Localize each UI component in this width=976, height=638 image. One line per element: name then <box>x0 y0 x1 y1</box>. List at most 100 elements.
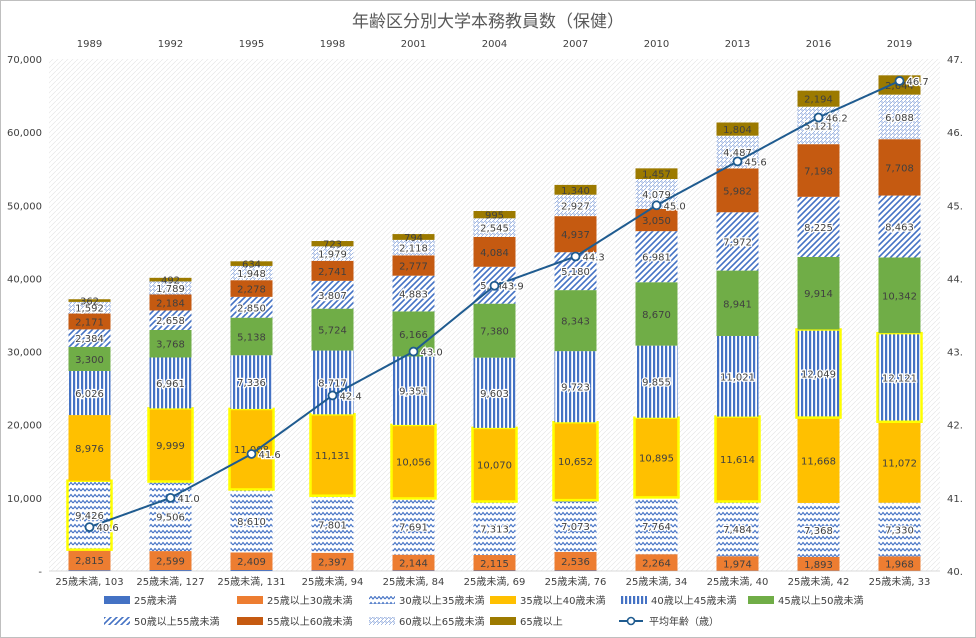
y-right-tick-label: 44. <box>947 274 963 285</box>
bar-segment <box>230 552 273 571</box>
segment-data-label: 7,691 <box>399 523 428 534</box>
bar-segment <box>878 421 921 503</box>
bar-segment <box>311 246 354 261</box>
bar-segment <box>797 556 840 571</box>
bar-segment <box>149 570 192 571</box>
bar-segment <box>68 480 111 550</box>
legend-label: 55歳以上60歳未満 <box>267 616 352 628</box>
segment-data-label: 634 <box>242 260 261 271</box>
average-age-label: 41.6 <box>259 450 281 461</box>
bar-segment <box>473 570 516 571</box>
segment-data-label: 9,426 <box>75 511 104 522</box>
bar-segment <box>473 236 516 267</box>
bar-segment <box>878 333 921 422</box>
y-left-tick-label: 40,000 <box>7 274 42 285</box>
segment-data-label: 11,131 <box>315 451 350 462</box>
bar-segment <box>554 500 597 552</box>
bar-segment <box>473 501 516 556</box>
segment-data-label: 3,300 <box>75 355 104 366</box>
y-left-tick-label: 50,000 <box>7 201 42 212</box>
x-top-tick-label: 1998 <box>320 39 345 50</box>
segment-data-label: 8,976 <box>75 444 104 455</box>
legend-swatch <box>237 596 263 604</box>
bar-segment <box>797 417 840 503</box>
segment-data-label: 362 <box>80 297 99 308</box>
average-age-label: 45.0 <box>664 201 686 212</box>
segment-data-label: 2,397 <box>318 558 347 569</box>
segment-data-label: 2,184 <box>156 298 185 309</box>
segment-data-label: 8,225 <box>804 223 833 234</box>
segment-data-label: 2,545 <box>480 224 509 235</box>
segment-data-label: 11,668 <box>801 456 836 467</box>
bar-segment <box>635 417 678 498</box>
segment-data-label: 1,893 <box>804 560 833 571</box>
bar-segment <box>68 370 111 416</box>
segment-data-label: 4,084 <box>480 248 509 259</box>
segment-data-label: 7,198 <box>804 166 833 177</box>
bar-segment <box>68 313 111 330</box>
bar-segment <box>473 555 516 571</box>
bar-segment <box>230 489 273 553</box>
segment-data-label: 6,981 <box>642 253 671 264</box>
bar-segment <box>797 502 840 557</box>
legend-point-marker <box>626 616 636 626</box>
average-age-label: 43.9 <box>502 282 524 293</box>
segment-data-label: 3,768 <box>156 340 185 351</box>
bar-segment <box>797 90 840 107</box>
bar-segment <box>311 350 354 415</box>
y-left-tick-label: 60,000 <box>7 128 42 139</box>
y-left-tick-label: 20,000 <box>7 421 42 432</box>
x-tick-label: 25歳未満, 131 <box>217 576 285 588</box>
y-right-tick-label: 45. <box>947 201 963 212</box>
segment-data-label: 6,026 <box>75 389 104 400</box>
segment-data-label: 492 <box>161 276 180 287</box>
segment-data-label: 2,384 <box>75 334 104 345</box>
segment-data-label: 5,138 <box>237 332 266 343</box>
segment-data-label: 1,948 <box>237 269 266 280</box>
bar-segment <box>878 195 921 258</box>
y-right-tick-label: 47. <box>947 55 963 66</box>
segment-data-label: 1,457 <box>642 170 671 181</box>
segment-data-label: 10,895 <box>639 454 674 465</box>
bar-segment <box>554 290 597 352</box>
segment-data-label: 11,614 <box>720 455 755 466</box>
segment-data-label: 7,313 <box>480 524 509 535</box>
segment-data-label: 794 <box>404 233 423 244</box>
y-left-tick-label: - <box>38 567 42 578</box>
bar-segment <box>392 234 435 240</box>
bar-segment <box>392 498 435 555</box>
bar-segment <box>392 356 435 425</box>
segment-data-label: 10,652 <box>558 457 593 468</box>
segment-data-label: 5,982 <box>723 186 752 197</box>
x-tick-label: 25歳未満, 42 <box>788 576 850 588</box>
average-age-label: 45.6 <box>745 157 767 168</box>
segment-data-label: 9,723 <box>561 383 590 394</box>
legend-label: 65歳以上 <box>520 616 563 628</box>
segment-data-label: 7,380 <box>480 327 509 338</box>
x-top-tick-label: 2004 <box>482 39 507 50</box>
segment-data-label: 2,171 <box>75 317 104 328</box>
segment-data-label: 10,056 <box>396 458 431 469</box>
segment-data-label: 1,340 <box>561 186 590 197</box>
bar-segment <box>392 424 435 499</box>
x-top-tick-label: 1992 <box>158 39 183 50</box>
bar-segment <box>149 329 192 358</box>
bar-segment <box>149 277 192 282</box>
chart-title: 年齢区分別大学本務教員数（保健） <box>352 12 624 32</box>
segment-data-label: 7,484 <box>723 525 752 536</box>
bar-segment <box>554 351 597 423</box>
legend-label: 30歳以上35歳未満 <box>399 595 484 607</box>
average-age-label: 40.6 <box>97 523 119 534</box>
bar-segment <box>392 275 435 312</box>
x-tick-label: 25歳未満, 33 <box>869 576 931 588</box>
bar-segment <box>554 551 597 571</box>
segment-data-label: 2,658 <box>156 316 185 327</box>
bar-stacks: 2,815 9,426 8,976 6,026 3,300 2,384 2,171 1,592… <box>66 75 923 571</box>
x-tick-label: 25歳未満, 69 <box>464 576 526 588</box>
bar-segment <box>149 310 192 330</box>
bar-segment <box>473 303 516 358</box>
segment-data-label: 10,342 <box>882 291 917 302</box>
bar-segment <box>716 335 759 417</box>
average-age-point <box>813 112 824 123</box>
bar-segment <box>635 282 678 346</box>
